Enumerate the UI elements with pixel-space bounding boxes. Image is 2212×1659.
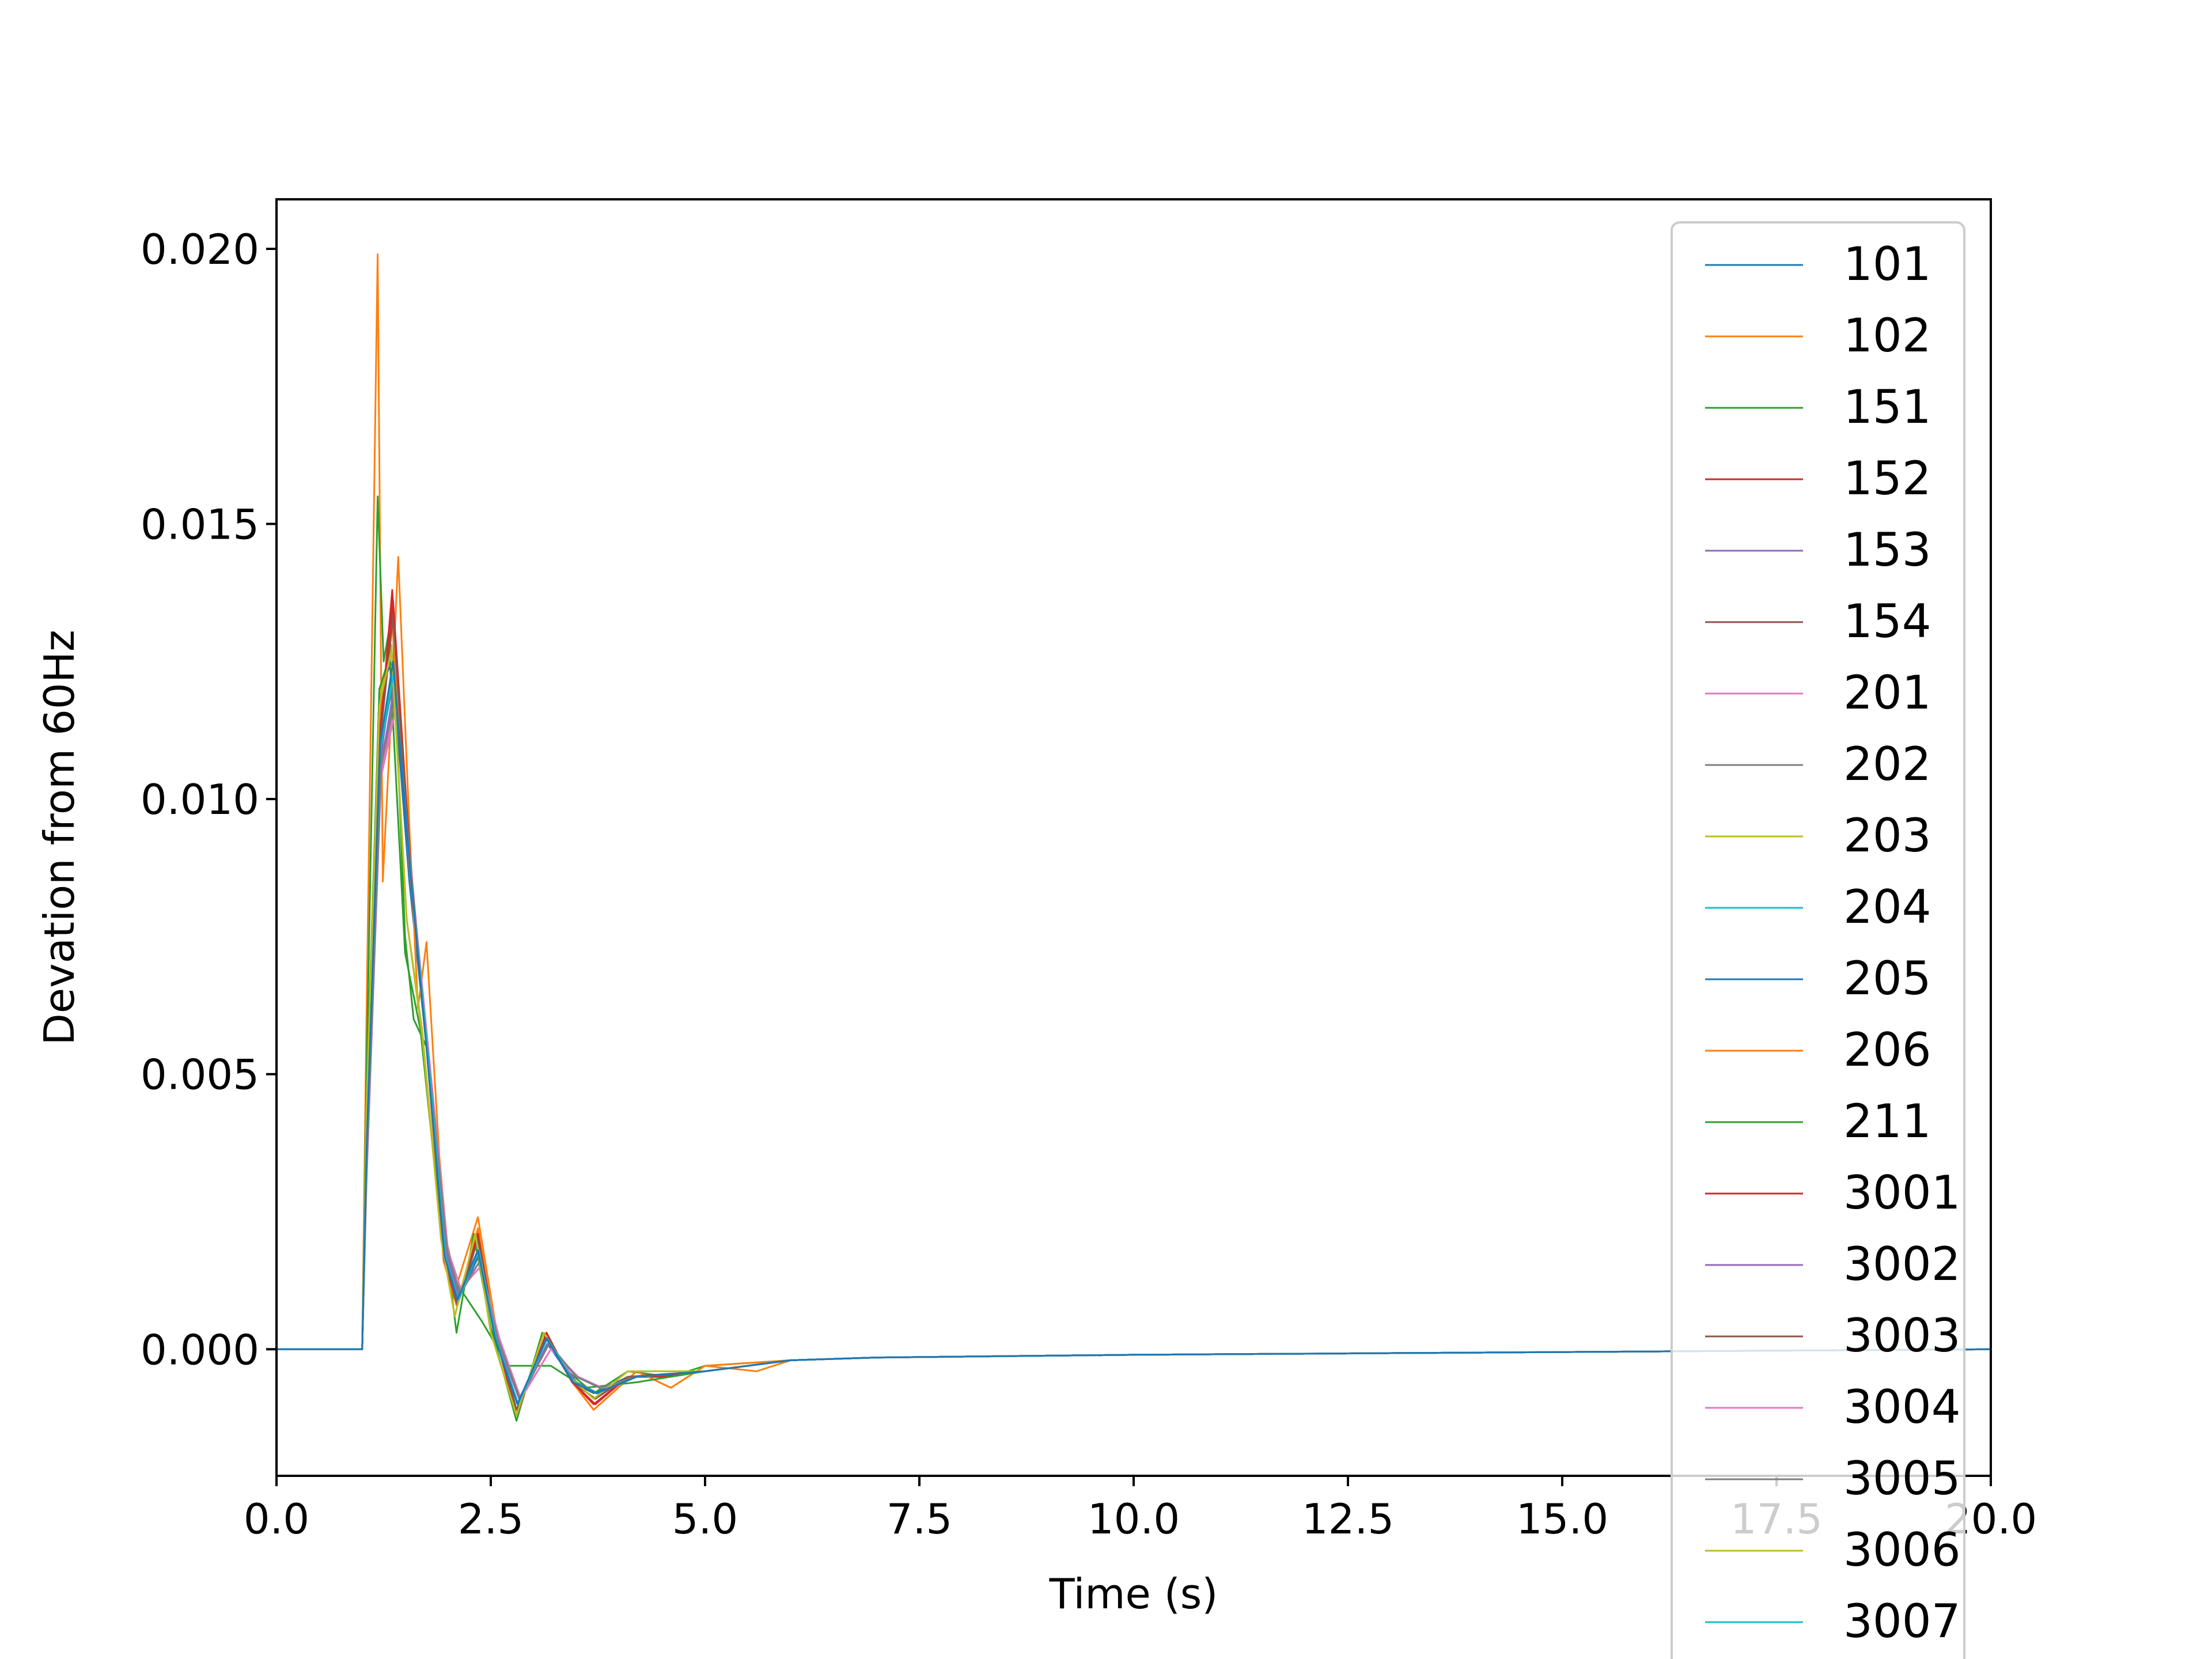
- legend-label-201: 201: [1843, 666, 1931, 719]
- legend-label-3005: 3005: [1843, 1452, 1961, 1505]
- x-tick-label: 15.0: [1516, 1495, 1608, 1543]
- x-axis-label: Time (s): [1049, 1570, 1218, 1618]
- legend-label-101: 101: [1843, 237, 1931, 291]
- y-tick-label: 0.005: [141, 1051, 259, 1099]
- legend-label-3007: 3007: [1843, 1594, 1961, 1648]
- legend-label-3003: 3003: [1843, 1309, 1961, 1362]
- legend-label-202: 202: [1843, 737, 1931, 791]
- legend-label-3004: 3004: [1843, 1380, 1961, 1434]
- legend-label-153: 153: [1843, 523, 1931, 577]
- legend-label-203: 203: [1843, 809, 1931, 862]
- x-tick-label: 2.5: [458, 1495, 524, 1543]
- x-tick-label: 12.5: [1302, 1495, 1394, 1543]
- y-axis-label: Devation from 60Hz: [35, 630, 84, 1045]
- legend-label-152: 152: [1843, 452, 1931, 505]
- x-tick-label: 7.5: [887, 1495, 953, 1543]
- legend-label-151: 151: [1843, 380, 1931, 434]
- legend-label-211: 211: [1843, 1094, 1931, 1148]
- plot-lines: [276, 253, 1991, 1422]
- legend-label-206: 206: [1843, 1023, 1931, 1077]
- legend-label-205: 205: [1843, 952, 1931, 1005]
- legend: 101 102 151 152 153 154 201 202 203 204 205 206 211 3…: [1671, 221, 1965, 1659]
- legend-label-3006: 3006: [1843, 1523, 1961, 1577]
- y-tick-label: 0.010: [141, 775, 259, 824]
- legend-label-3002: 3002: [1843, 1237, 1961, 1291]
- x-tick-label: 0.0: [244, 1495, 310, 1543]
- series-line-3008: [276, 660, 1991, 1406]
- y-tick-label: 0.015: [141, 501, 259, 549]
- legend-box: [1671, 221, 1965, 1659]
- x-tick-label: 5.0: [672, 1495, 738, 1543]
- legend-label-3001: 3001: [1843, 1166, 1961, 1219]
- legend-label-204: 204: [1843, 880, 1931, 934]
- legend-label-154: 154: [1843, 594, 1931, 648]
- legend-label-102: 102: [1843, 309, 1931, 362]
- x-tick-label: 10.0: [1088, 1495, 1180, 1543]
- y-tick-label: 0.020: [141, 225, 259, 274]
- y-tick-label: 0.000: [141, 1325, 259, 1374]
- y-axis: 0.000 0.005 0.010 0.015 0.020: [141, 225, 276, 1374]
